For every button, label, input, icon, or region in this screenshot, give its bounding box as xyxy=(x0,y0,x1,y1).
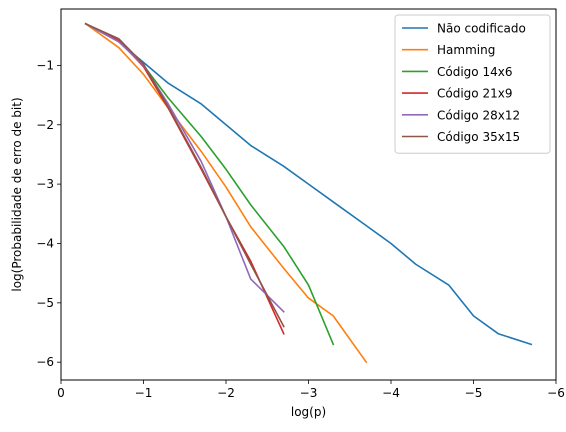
x-tick-label: −4 xyxy=(382,386,400,400)
y-tick-label: −2 xyxy=(36,118,54,132)
legend-entry-label: Código 28x12 xyxy=(437,108,520,122)
y-tick-label: −6 xyxy=(36,355,54,369)
x-tick-label: −5 xyxy=(465,386,483,400)
x-tick-label: −6 xyxy=(547,386,565,400)
x-tick-label: 0 xyxy=(57,386,65,400)
y-tick-label: −5 xyxy=(36,296,54,310)
legend: Não codificado Hamming Código 14x6 Código 2… xyxy=(394,14,551,154)
legend-entry-label: Não codificado xyxy=(437,22,526,36)
legend-entry-label: Código 14x6 xyxy=(437,65,512,79)
legend-box xyxy=(394,14,551,154)
x-tick-label: −2 xyxy=(217,386,235,400)
x-axis: 0 −1 −2 −3 −4 −5 −6 xyxy=(57,380,565,400)
y-tick-label: −1 xyxy=(36,58,54,72)
series-line-5 xyxy=(84,22,285,313)
series-line-6 xyxy=(84,22,285,328)
legend-entry-label: Código 21x9 xyxy=(437,87,512,101)
x-tick-label: −3 xyxy=(300,386,318,400)
legend-entry-label: Hamming xyxy=(437,43,495,57)
series-line-1 xyxy=(84,22,533,346)
y-axis: −1 −2 −3 −4 −5 −6 xyxy=(36,58,61,369)
series-layer xyxy=(84,22,533,364)
y-tick-label: −4 xyxy=(36,236,54,250)
series-line-4 xyxy=(84,22,285,335)
series-line-2 xyxy=(84,22,368,364)
x-tick-label: −1 xyxy=(135,386,153,400)
legend-entry-label: Código 35x15 xyxy=(437,130,520,144)
y-tick-label: −3 xyxy=(36,177,54,191)
x-axis-label: log(p) xyxy=(291,405,326,419)
y-axis-label: log(Probabilidade de erro de bit) xyxy=(10,97,24,291)
